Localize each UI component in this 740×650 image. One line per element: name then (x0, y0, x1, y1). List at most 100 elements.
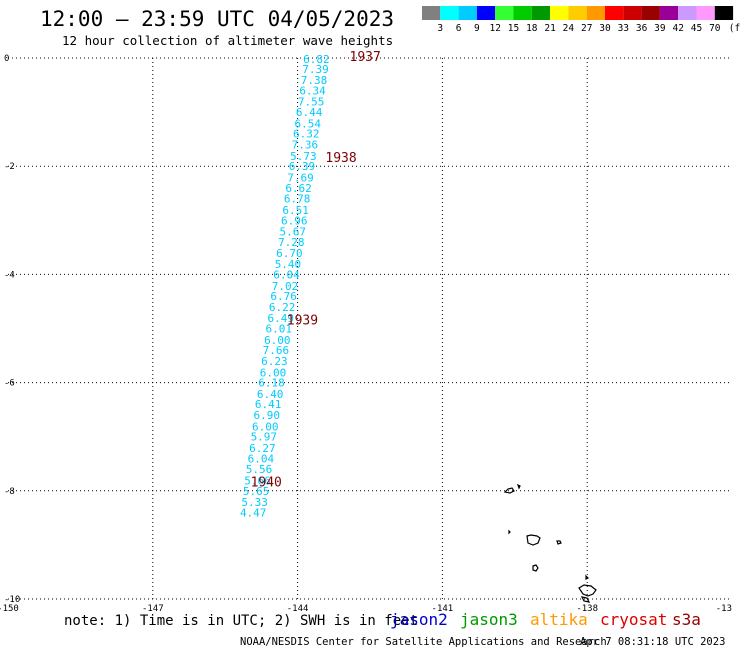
y-tick-label: -2 (4, 162, 15, 172)
colorbar-swatch (641, 6, 660, 20)
island-3 (526, 534, 541, 546)
island-2 (516, 483, 521, 490)
y-tick-label: -8 (4, 487, 15, 497)
satellite-legend-altika: altika (530, 610, 588, 629)
colorbar-swatch (696, 6, 715, 20)
colorbar-swatch (568, 6, 587, 20)
swh-value: 7.66 (263, 344, 290, 357)
x-tick-label: -147 (142, 604, 164, 614)
chart-subtitle: 12 hour collection of altimeter wave hei… (62, 33, 393, 48)
colorbar-label: 27 (581, 23, 592, 34)
y-tick-label: -6 (4, 379, 15, 389)
swh-value: 6.40 (257, 388, 284, 401)
colorbar-label: 6 (456, 23, 462, 34)
colorbar-label: 45 (691, 23, 702, 34)
generated-timestamp: Apr 7 08:31:18 UTC 2023 (580, 636, 725, 648)
x-tick-label: -13 (716, 604, 732, 614)
y-tick-label: -4 (4, 270, 15, 280)
colorbar-swatch (531, 6, 551, 20)
swh-value: 6.00 (260, 366, 287, 379)
y-tick-label: 0 (4, 54, 9, 64)
colorbar-label: 24 (563, 23, 575, 34)
colorbar-label: 30 (599, 23, 611, 34)
swh-value: 5.67 (280, 226, 307, 239)
colorbar-swatch (550, 6, 569, 20)
swh-value: 6.41 (255, 398, 282, 411)
time-label: 1937 (350, 50, 381, 65)
swh-value: 6.76 (270, 290, 297, 303)
swh-value: 6.70 (276, 247, 303, 260)
swh-value: 6.51 (282, 204, 309, 217)
colorbar-label: 33 (618, 23, 629, 34)
swh-value: 6.32 (293, 128, 320, 141)
swh-value: 6.78 (284, 193, 311, 206)
satellite-legend: jason2 jason3 altika cryosat s3a (390, 610, 701, 629)
y-axis-ticks: 0 -2 -4 -6 -8 -10 (4, 54, 20, 605)
swh-value: 6.22 (269, 301, 296, 314)
colorbar-label: 9 (474, 23, 480, 34)
colorbar-label: 18 (526, 23, 538, 34)
satellite-legend-cryosat: cryosat (600, 610, 667, 629)
swh-value: 5.56 (246, 463, 273, 476)
x-tick-label: -141 (432, 604, 454, 614)
colorbar-swatch (605, 6, 624, 20)
chart-title: 12:00 — 23:59 UTC 04/05/2023 (40, 7, 394, 31)
swh-value: 7.02 (272, 280, 299, 293)
colorbar-label: 42 (672, 23, 683, 34)
colorbar-swatch (659, 6, 679, 20)
swh-value: 6.01 (266, 323, 293, 336)
swh-value: 6.39 (289, 160, 316, 173)
swh-value: 6.44 (296, 106, 323, 119)
colorbar-unit: (ft) (729, 23, 740, 34)
island-4 (556, 540, 562, 545)
swh-value: 6.27 (249, 442, 276, 455)
swh-value: 6.23 (261, 355, 288, 368)
swh-value: 6.54 (294, 117, 321, 130)
colorbar-label: 36 (636, 23, 648, 34)
swh-value: 6.00 (264, 334, 291, 347)
swh-value: 7.69 (287, 172, 314, 185)
swh-value: 7.39 (302, 63, 329, 76)
colorbar-swatch (714, 6, 734, 20)
colorbar-label: 15 (508, 23, 519, 34)
colorbar-swatch (678, 6, 697, 20)
swh-value: 7.38 (301, 74, 328, 87)
x-tick-label: -144 (287, 604, 309, 614)
satellite-legend-jason3: jason3 (460, 610, 518, 629)
colorbar-swatch (422, 6, 441, 20)
swh-value: 7.36 (292, 139, 319, 152)
swh-value: 6.34 (299, 84, 326, 97)
island-1 (503, 487, 515, 494)
colorbar-swatch (495, 6, 514, 20)
colorbar-label: 12 (489, 23, 500, 34)
satellite-legend-s3a: s3a (672, 610, 701, 629)
colorbar-swatch (586, 6, 605, 20)
time-label: 1938 (325, 151, 356, 166)
swh-value: 6.90 (253, 409, 280, 422)
x-tick-label: -138 (576, 604, 598, 614)
swh-value: 4.47 (240, 506, 267, 519)
grid-lines (8, 57, 732, 600)
credit-text: NOAA/NESDIS Center for Satellite Applica… (240, 636, 607, 648)
swh-value: 6.04 (273, 268, 300, 281)
island-7 (578, 584, 597, 597)
swh-value: 6.49 (267, 312, 294, 325)
colorbar-swatch (623, 6, 642, 20)
swh-value: 6.82 (303, 53, 330, 66)
swh-value: 5.97 (251, 431, 278, 444)
time-labels: 1937 1938 1939 1940 (251, 50, 381, 491)
swh-value: 6.04 (248, 452, 275, 465)
swh-value: 5.65 (243, 485, 270, 498)
coastline-islands (503, 483, 597, 603)
colorbar-label: 70 (709, 23, 721, 34)
time-label: 1940 (251, 476, 282, 491)
satellite-legend-jason2: jason2 (390, 610, 448, 629)
island-8 (580, 596, 591, 603)
island-5 (532, 564, 539, 572)
time-label: 1939 (287, 313, 318, 328)
colorbar-label: 39 (654, 23, 666, 34)
colorbar-swatch (440, 6, 459, 20)
y-tick-label: -10 (4, 595, 20, 605)
colorbar-label: 21 (544, 23, 556, 34)
